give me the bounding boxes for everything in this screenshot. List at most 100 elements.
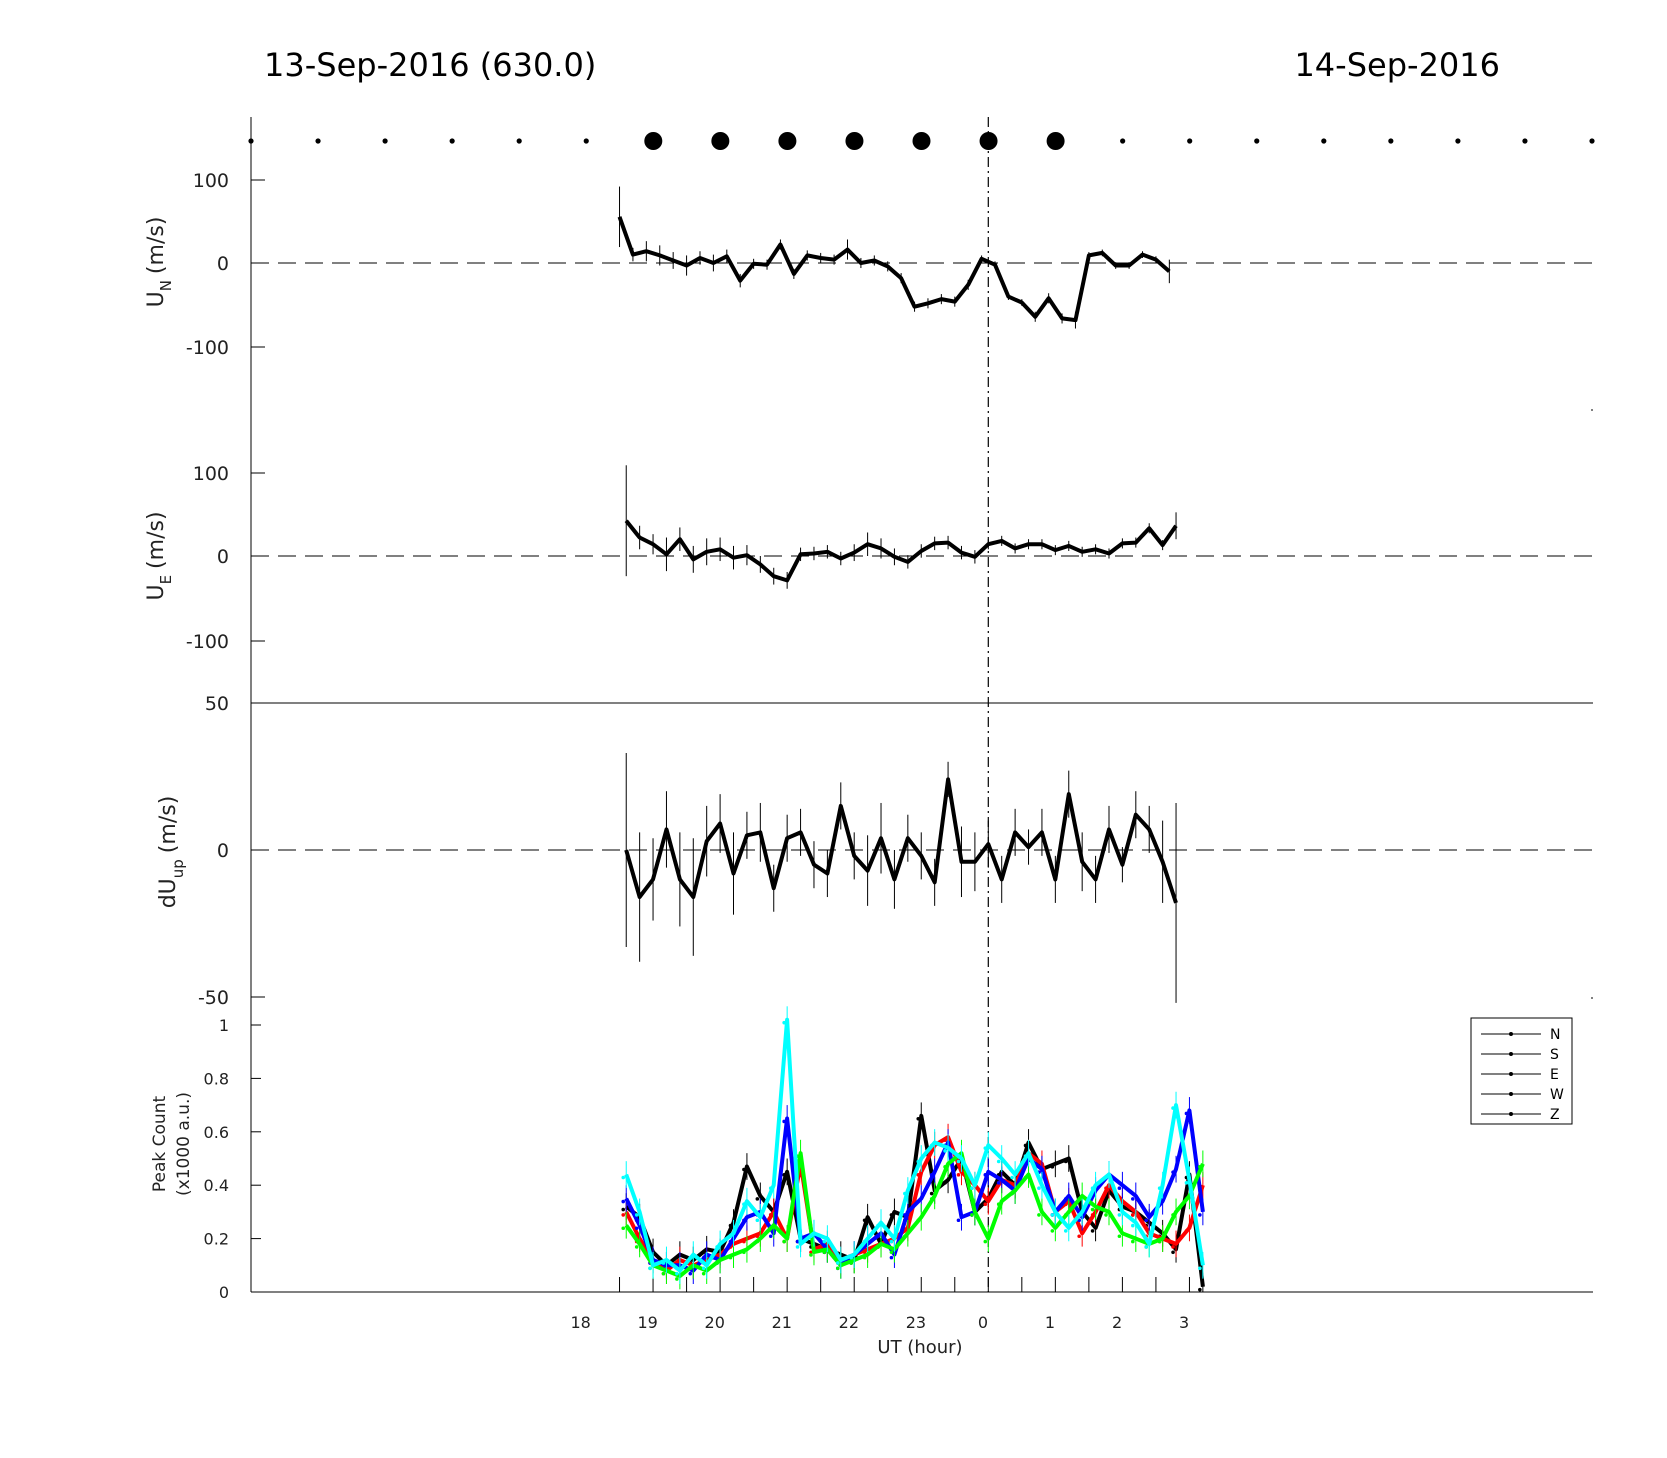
legend-marker-Z [1509, 1112, 1513, 1116]
series-E-point [688, 1271, 693, 1276]
series-Z-point [1184, 1181, 1189, 1185]
series-Z-point [1050, 1213, 1055, 1217]
series-W-point [1050, 1229, 1055, 1233]
series-W-point [675, 1277, 679, 1281]
y-tick-label: 100 [193, 463, 229, 485]
series-E-point [621, 1199, 626, 1204]
series-N-point [621, 1207, 626, 1212]
legend-marker-W [1509, 1092, 1513, 1096]
series-Z-point [956, 1159, 961, 1164]
right-title: 14-Sep-2016 [1294, 46, 1500, 84]
series-N-point [755, 1197, 760, 1201]
y-tick-label: 1 [219, 1016, 229, 1035]
series-N-line [624, 1113, 1205, 1287]
series-Z-point [621, 1175, 626, 1180]
series-Z-point [634, 1213, 639, 1217]
series-W-point [1131, 1239, 1135, 1244]
series-W-point [889, 1250, 894, 1255]
legend-label-S: S [1550, 1047, 1559, 1063]
series-line [624, 519, 1178, 583]
x-tick-label: 20 [705, 1313, 725, 1332]
legend-marker-N [1509, 1032, 1513, 1036]
series-line [624, 777, 1178, 904]
observation-marker [1046, 132, 1065, 150]
series-W-point [1117, 1234, 1122, 1239]
series-S-point [1131, 1213, 1135, 1217]
y-tick-label: -100 [186, 337, 229, 359]
series-W-point [1037, 1213, 1041, 1217]
legend-marker-E [1509, 1072, 1513, 1076]
y-tick-label: 0.2 [204, 1230, 229, 1249]
series-W-point [970, 1213, 974, 1217]
y-tick-label: 0 [217, 840, 229, 862]
observation-marker [711, 132, 730, 150]
x-tick-label: 2 [1112, 1313, 1122, 1332]
series-S-point [809, 1250, 813, 1255]
panel2-ylabel: UE(m/s) [144, 511, 175, 600]
series-Z-point [970, 1186, 974, 1190]
y-tick-label: 0 [217, 546, 229, 568]
series-E-point [634, 1226, 639, 1231]
observation-marker [1388, 138, 1394, 144]
legend-box [1470, 1017, 1573, 1125]
x-tick-label: 22 [839, 1313, 859, 1332]
series-Z-point [996, 1159, 1001, 1164]
series-Z-point [675, 1271, 679, 1276]
series-W-point [634, 1245, 639, 1249]
legend-label-N: N [1550, 1027, 1560, 1043]
series-W-point [621, 1226, 626, 1231]
panel1-ylabel: UN(m/s) [144, 217, 175, 308]
series-Z-point [822, 1239, 827, 1244]
series-N-point [1090, 1229, 1095, 1233]
observation-marker [845, 132, 864, 150]
series-W-point [1090, 1207, 1095, 1212]
series-N-point [1171, 1250, 1175, 1255]
series-Z-point [1063, 1229, 1068, 1233]
y-tick-label: 0.6 [204, 1123, 229, 1142]
series-E-point [1144, 1218, 1149, 1223]
y-tick-label: -50 [198, 987, 229, 1009]
series-W-line [624, 1151, 1205, 1278]
series-Z-point [1144, 1245, 1149, 1249]
series-W-point [701, 1271, 706, 1276]
x-tick-label: 21 [772, 1313, 792, 1332]
observation-marker [1589, 138, 1595, 144]
y-tick-label: 0.4 [204, 1176, 229, 1195]
observation-marker [1254, 138, 1260, 144]
series-E-point [956, 1218, 961, 1223]
series-E-point [1131, 1197, 1135, 1201]
series-Z-point [1037, 1186, 1041, 1190]
left-title: 13-Sep-2016 (630.0) [264, 46, 596, 84]
series-E-point [1198, 1213, 1202, 1217]
series-E-point [996, 1181, 1001, 1185]
series-S-point [1077, 1234, 1081, 1239]
y-tick-label: 0 [219, 1283, 229, 1302]
observation-marker [979, 132, 998, 150]
series-Z-point [795, 1245, 800, 1249]
observation-marker [644, 132, 663, 150]
x-tick-label: 19 [638, 1313, 658, 1332]
observation-marker [1522, 138, 1528, 144]
series-Z-point [701, 1266, 706, 1271]
panel4-ylabel-unit: (x1000 a.u.) [174, 1092, 194, 1196]
x-tick-label: 0 [978, 1313, 988, 1332]
x-tick-label: 1 [1045, 1313, 1055, 1332]
series-Z-point [889, 1239, 894, 1244]
series-W-point [809, 1253, 813, 1257]
y-tick-label: 0.8 [204, 1069, 229, 1088]
x-axis-label: UT (hour) [877, 1337, 962, 1358]
observation-marker [315, 138, 321, 144]
observation-marker [583, 138, 589, 144]
series-W-point [782, 1239, 786, 1244]
series-E-point [768, 1234, 773, 1239]
series-Z-point [1117, 1213, 1122, 1217]
series-N-point [1198, 1287, 1202, 1292]
series-E-point [889, 1255, 894, 1260]
series-S-point [956, 1173, 961, 1177]
series-Z-line [624, 1017, 1205, 1273]
observation-marker [778, 132, 797, 150]
x-tick-label: 3 [1179, 1313, 1189, 1332]
observation-marker [1321, 138, 1327, 144]
